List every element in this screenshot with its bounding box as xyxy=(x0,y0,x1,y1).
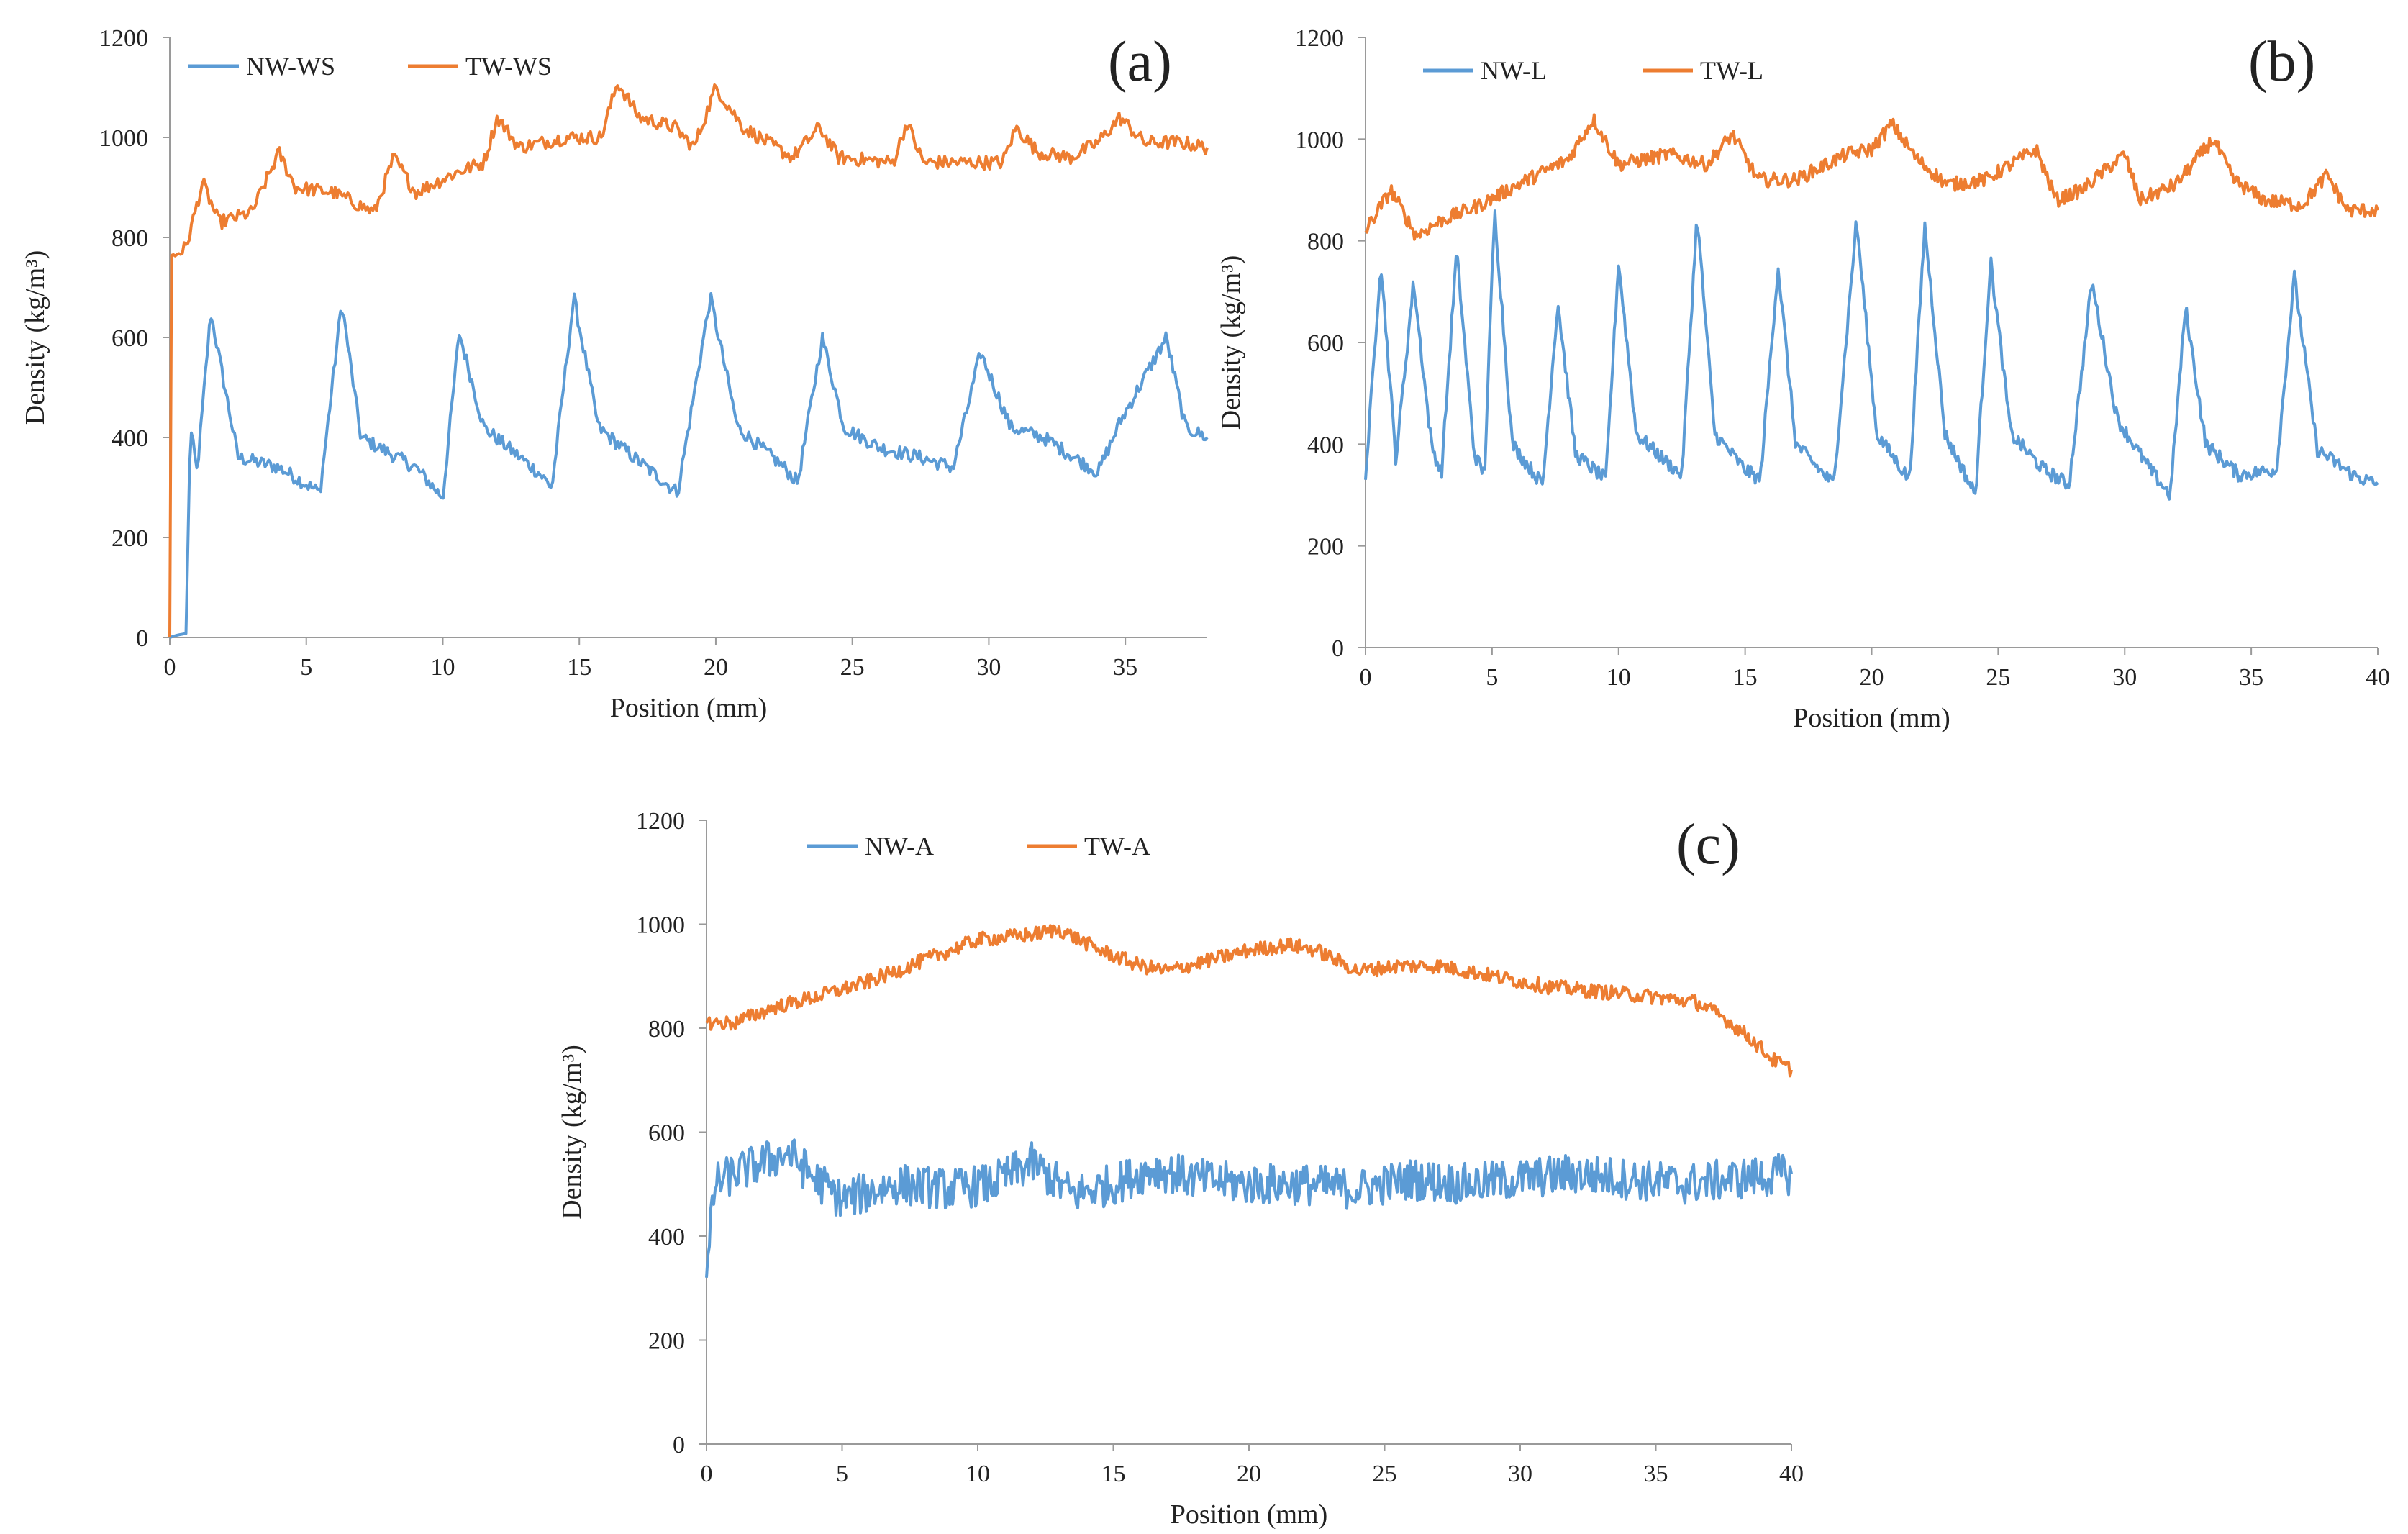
x-tick-label: 20 xyxy=(1860,664,1884,691)
y-tick-label: 600 xyxy=(1307,330,1344,357)
x-axis-title: Position (mm) xyxy=(1793,703,1950,733)
x-tick-label: 25 xyxy=(840,654,865,681)
chart-panel-3: 0 200 400 600 800 1000 1200 0 5 10 15 20 25 30 35 40 Pos… xyxy=(557,808,1804,1530)
legend-label: TW-L xyxy=(1700,56,1763,85)
y-axis-title: Density (kg/m³) xyxy=(20,250,50,425)
panel-label: (c) xyxy=(1676,813,1740,876)
y-tick-label: 0 xyxy=(673,1432,685,1458)
x-tick-label: 10 xyxy=(430,654,455,681)
y-tick-label: 1000 xyxy=(636,912,685,939)
x-axis-title: Position (mm) xyxy=(1171,1499,1328,1530)
y-tick-label: 1000 xyxy=(1295,127,1344,153)
y-tick-label: 1200 xyxy=(99,25,148,52)
series-line-tw-a xyxy=(705,924,1793,1078)
x-tick-label: 25 xyxy=(1986,664,2010,691)
x-tick-label: 0 xyxy=(1360,664,1372,691)
legend-label: NW-L xyxy=(1481,56,1547,85)
x-tick-label: 20 xyxy=(704,654,728,681)
legend-label: NW-A xyxy=(865,832,934,861)
x-tick-label: 5 xyxy=(300,654,312,681)
x-tick-label: 35 xyxy=(1644,1461,1668,1487)
series-line-nw-ws xyxy=(169,292,1209,639)
y-tick-label: 800 xyxy=(112,225,148,252)
y-axis-title: Density (kg/m³) xyxy=(1216,255,1246,430)
series-line-nw-a xyxy=(705,1138,1793,1278)
x-tick-label: 35 xyxy=(2239,664,2263,691)
y-tick-label: 1200 xyxy=(1295,25,1344,52)
y-tick-label: 600 xyxy=(648,1120,685,1147)
chart-panel-1: 0 200 400 600 800 1000 1200 0 5 10 15 20 25 30 35 Posit… xyxy=(20,25,1209,723)
x-tick-label: 10 xyxy=(1607,664,1631,691)
y-tick-label: 200 xyxy=(1307,534,1344,560)
y-tick-label: 400 xyxy=(1307,432,1344,458)
series-line-tw-ws xyxy=(168,83,1209,638)
y-tick-label: 800 xyxy=(648,1016,685,1043)
legend-label: TW-A xyxy=(1084,832,1150,861)
x-tick-label: 10 xyxy=(966,1461,990,1487)
legend-label: NW-WS xyxy=(246,52,335,81)
y-tick-label: 200 xyxy=(648,1328,685,1355)
panel-label: (a) xyxy=(1108,30,1172,94)
x-tick-label: 15 xyxy=(1733,664,1758,691)
x-tick-label: 25 xyxy=(1373,1461,1397,1487)
series-line-nw-l xyxy=(1364,209,2379,501)
x-tick-label: 0 xyxy=(164,654,176,681)
x-tick-label: 15 xyxy=(1101,1461,1126,1487)
x-tick-label: 35 xyxy=(1113,654,1137,681)
chart-panel-2: 0 200 400 600 800 1000 1200 0 5 10 15 20 25 30 35 40 Pos… xyxy=(1216,25,2390,733)
panel-label: (b) xyxy=(2248,30,2315,94)
x-tick-label: 30 xyxy=(1508,1461,1532,1487)
y-tick-label: 800 xyxy=(1307,229,1344,255)
x-tick-label: 0 xyxy=(701,1461,713,1487)
x-tick-label: 30 xyxy=(2112,664,2137,691)
y-axis-title: Density (kg/m³) xyxy=(557,1045,587,1220)
x-tick-label: 40 xyxy=(1779,1461,1804,1487)
y-tick-label: 1000 xyxy=(99,125,148,152)
x-tick-label: 30 xyxy=(976,654,1001,681)
y-tick-label: 600 xyxy=(112,325,148,352)
legend-label: TW-WS xyxy=(465,52,552,81)
x-tick-label: 20 xyxy=(1237,1461,1261,1487)
y-tick-label: 200 xyxy=(112,525,148,552)
y-tick-label: 0 xyxy=(136,625,148,652)
y-tick-label: 1200 xyxy=(636,808,685,835)
x-tick-label: 5 xyxy=(836,1461,848,1487)
y-tick-label: 0 xyxy=(1332,635,1344,662)
y-tick-label: 400 xyxy=(112,425,148,452)
x-tick-label: 15 xyxy=(567,654,591,681)
x-axis-title: Position (mm) xyxy=(610,693,768,723)
y-tick-label: 400 xyxy=(648,1224,685,1251)
x-tick-label: 5 xyxy=(1486,664,1498,691)
series-line-tw-l xyxy=(1364,113,2379,241)
x-tick-label: 40 xyxy=(2366,664,2390,691)
